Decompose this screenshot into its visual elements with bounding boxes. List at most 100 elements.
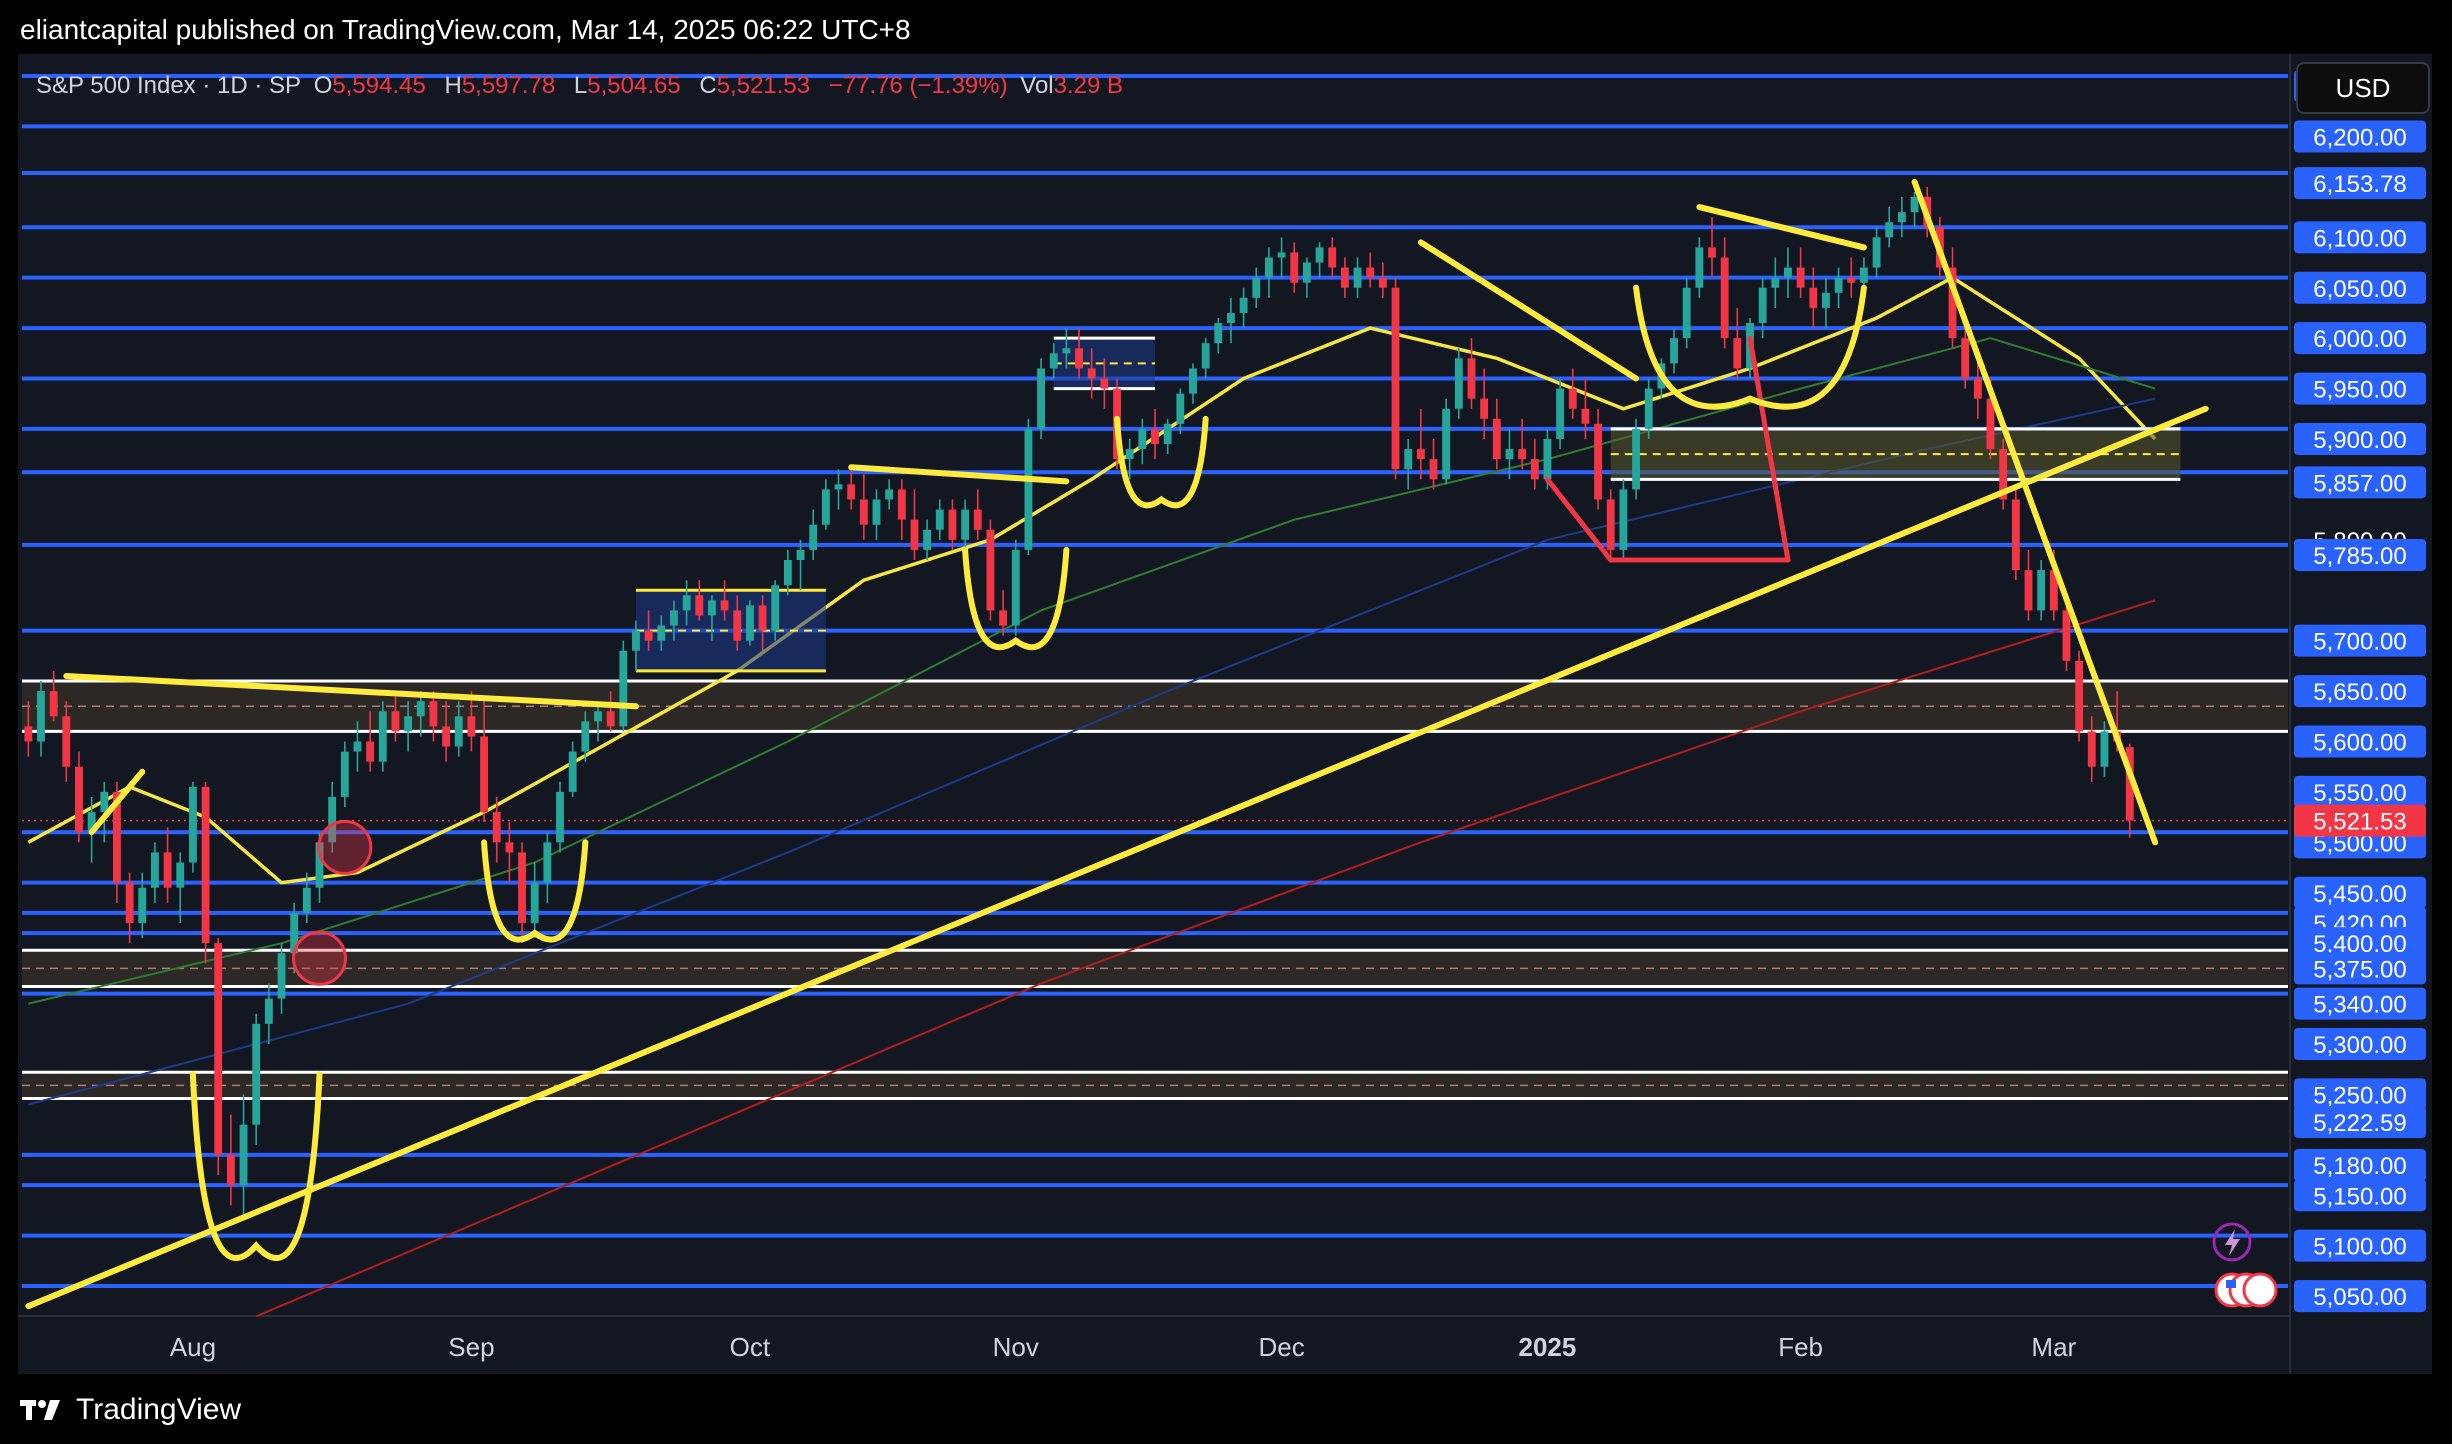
- time-label-1: Sep: [448, 1332, 494, 1362]
- price-label-13: 5,600.00: [2294, 725, 2426, 758]
- candle-body-19: [264, 998, 273, 1024]
- candle-body-115: [1480, 398, 1489, 419]
- price-label-bg-23: [2294, 1106, 2426, 1139]
- candle-35: [467, 691, 476, 752]
- trend-line-1: [1911, 178, 2159, 846]
- trend-line-3: [848, 464, 1070, 485]
- lightning-icon[interactable]: [2212, 1222, 2252, 1262]
- price-label-text-16: 5,450.00: [2313, 881, 2406, 908]
- candle-11: [163, 827, 172, 903]
- candle-body-51: [670, 610, 678, 626]
- candle-body-82: [1062, 348, 1071, 354]
- candle-body-147: [1885, 222, 1894, 238]
- candle-119: [1530, 439, 1539, 490]
- candle-8: [125, 872, 134, 944]
- price-label-bg-12: [2294, 675, 2426, 708]
- wedge-line-0: [1544, 476, 1614, 563]
- candle-46: [606, 691, 615, 732]
- candle-41: [543, 832, 552, 903]
- candle-body-113: [1454, 358, 1463, 409]
- candle-67: [872, 489, 881, 540]
- price-label-bg-2: [2294, 167, 2426, 200]
- candle-52: [682, 580, 691, 626]
- candle-body-27: [366, 741, 375, 762]
- price-label-bg-24: [2294, 1149, 2426, 1181]
- price-label-text-25: 5,150.00: [2313, 1183, 2406, 1210]
- tradingview-logo-icon: [20, 1400, 60, 1420]
- candle-99: [1277, 237, 1286, 278]
- price-label-bg-6: [2294, 372, 2426, 405]
- zone-fill-2: [22, 1072, 2288, 1099]
- candle-body-143: [1834, 277, 1843, 293]
- candle-89: [1151, 408, 1159, 460]
- candle-34: [454, 701, 463, 757]
- candle-body-130: [1670, 338, 1678, 364]
- candle-0: [24, 701, 33, 757]
- candle-body-162: [2075, 660, 2084, 732]
- candle-body-73: [948, 509, 957, 540]
- candle-body-53: [695, 595, 704, 616]
- price-label-text-6: 5,950.00: [2313, 377, 2406, 404]
- candle-43: [568, 741, 577, 797]
- candle-121: [1556, 378, 1565, 450]
- candle-163: [2087, 716, 2096, 782]
- candle-128: [1644, 378, 1653, 439]
- high-label: H: [444, 72, 462, 99]
- us-flag-icon[interactable]: [2214, 1272, 2278, 1308]
- price-label-bg-14: [2294, 775, 2426, 808]
- candle-16: [226, 1114, 235, 1206]
- price-label-text-19: 5,375.00: [2313, 956, 2406, 983]
- candle-body-166: [2125, 747, 2134, 821]
- candle-body-149: [1910, 197, 1919, 213]
- footer-brand[interactable]: TradingView: [20, 1390, 241, 1430]
- price-label-text-8: 5,857.00: [2313, 470, 2406, 497]
- candle-body-163: [2087, 731, 2096, 767]
- candle-56: [733, 595, 742, 651]
- cup-arc-3: [1114, 415, 1209, 509]
- price-label-text-11: 5,700.00: [2313, 629, 2406, 656]
- candle-body-123: [1581, 408, 1590, 424]
- candle-body-7: [113, 791, 121, 883]
- candle-body-1: [37, 691, 45, 742]
- candle-51: [670, 600, 678, 641]
- candle-105: [1353, 257, 1362, 298]
- candle-31: [416, 691, 425, 737]
- time-label-3: Nov: [993, 1332, 1039, 1362]
- candle-body-41: [543, 842, 552, 883]
- candle-55: [720, 580, 729, 621]
- volume-label: Vol: [1020, 72, 1054, 99]
- currency-button[interactable]: USD: [2296, 62, 2430, 114]
- candle-73: [948, 499, 957, 550]
- candle-body-140: [1796, 267, 1805, 288]
- candle-body-139: [1784, 267, 1792, 278]
- candle-106: [1366, 252, 1375, 288]
- candle-body-72: [935, 509, 944, 530]
- zone-fill-1: [22, 950, 2288, 987]
- time-label-6: Feb: [1778, 1332, 1823, 1362]
- circle-marker-1: [291, 930, 347, 986]
- candle-114: [1467, 338, 1476, 409]
- candle-body-6: [100, 791, 109, 813]
- symbol-name[interactable]: S&P 500 Index · 1D · SP: [36, 72, 302, 99]
- candle-59: [771, 580, 780, 641]
- price-label-16: 5,450.00: [2294, 876, 2426, 909]
- candle-139: [1784, 247, 1792, 298]
- price-label-3: 6,100.00: [2294, 221, 2426, 254]
- price-label-text-21: 5,300.00: [2313, 1032, 2406, 1059]
- candle-body-28: [378, 711, 387, 762]
- trend-drawings-layer: [25, 178, 2209, 1310]
- price-label-text-14: 5,550.00: [2313, 780, 2406, 807]
- candle-12: [176, 852, 185, 923]
- candle-40: [530, 862, 539, 939]
- candle-79: [1024, 418, 1033, 555]
- candle-body-154: [1973, 378, 1982, 399]
- candle-66: [859, 474, 868, 540]
- candle-body-26: [353, 741, 362, 752]
- candle-body-124: [1594, 423, 1602, 500]
- candle-25: [340, 741, 349, 808]
- candle-71: [923, 519, 932, 560]
- candle-64: [834, 469, 843, 510]
- candle-body-117: [1505, 449, 1514, 460]
- candle-body-20: [277, 953, 286, 999]
